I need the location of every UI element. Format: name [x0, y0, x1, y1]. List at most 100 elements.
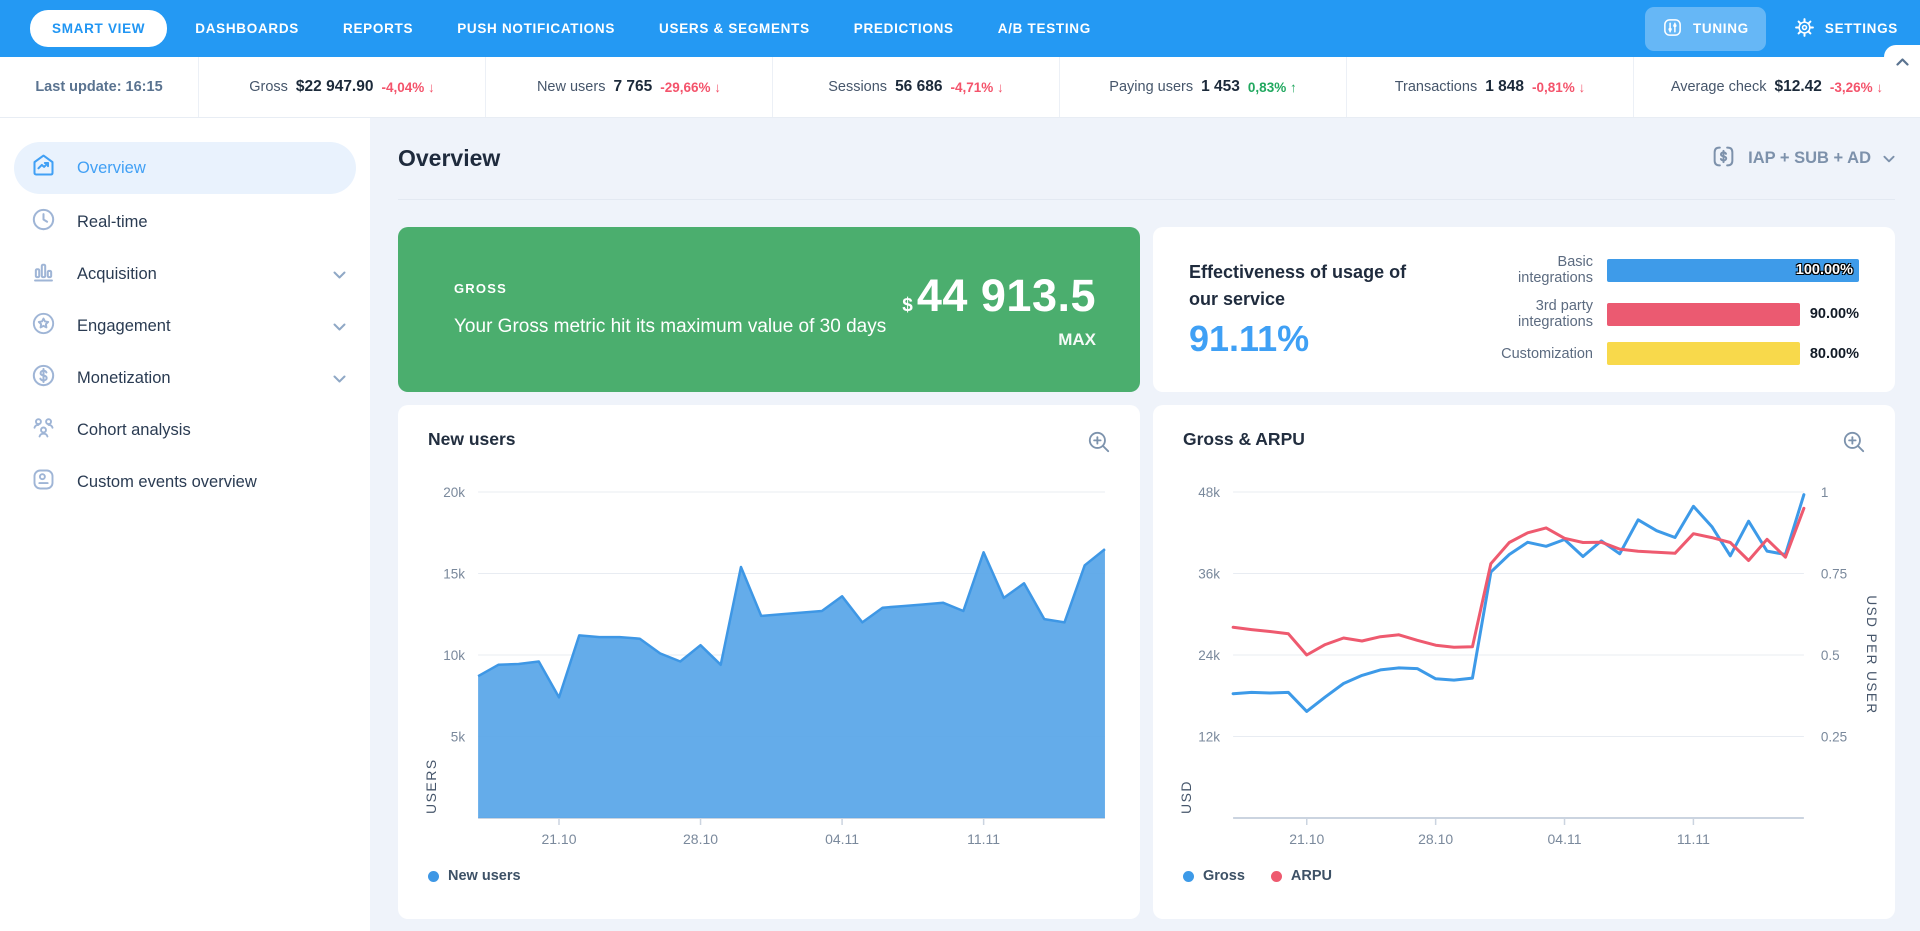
- sidebar-item-real-time[interactable]: Real-time: [0, 196, 370, 248]
- stat-label: Gross: [249, 79, 288, 95]
- chevron-down-icon: [1883, 149, 1895, 168]
- tab-smart-view[interactable]: SMART VIEW: [30, 10, 167, 47]
- effectiveness-percent: 91.11%: [1189, 318, 1467, 360]
- star-circle-icon: [30, 310, 57, 342]
- zoom-in-icon[interactable]: [1841, 429, 1867, 460]
- chevron-down-icon[interactable]: [333, 265, 346, 284]
- gross-highlight-card: GROSS Your Gross metric hit its maximum …: [398, 227, 1140, 392]
- legend-dot: [1271, 871, 1282, 882]
- zoom-in-icon[interactable]: [1086, 429, 1112, 460]
- sidebar-item-engagement[interactable]: Engagement: [0, 300, 370, 352]
- sidebar-item-monetization[interactable]: Monetization: [0, 352, 370, 404]
- bar-label: Basic integrations: [1495, 254, 1607, 286]
- tab-push-notifications[interactable]: PUSH NOTIFICATIONS: [457, 21, 615, 36]
- new-users-chart-card: New users 20k15k10k5k21.1028.1004.1111.1…: [398, 405, 1140, 919]
- revenue-filter-label: IAP + SUB + AD: [1748, 149, 1871, 168]
- effectiveness-title-line1: Effectiveness of usage of: [1189, 259, 1467, 285]
- effectiveness-card: Effectiveness of usage of our service 91…: [1153, 227, 1895, 392]
- stat-value: 56 686: [895, 78, 942, 96]
- svg-text:1: 1: [1821, 485, 1829, 500]
- sidebar: Overview Real-time Acquisition: [0, 118, 370, 931]
- dollar-circle-icon: [30, 362, 57, 394]
- sidebar-item-label: Custom events overview: [77, 473, 257, 492]
- bar-fill: [1607, 342, 1800, 365]
- svg-text:24k: 24k: [1198, 648, 1220, 663]
- legend-item-arpu[interactable]: ARPU: [1271, 868, 1332, 884]
- stat-value: 1 848: [1485, 78, 1524, 96]
- stat-value: $12.42: [1774, 78, 1821, 96]
- stat-label: New users: [537, 79, 606, 95]
- stat-delta: -3,26% ↓: [1830, 80, 1883, 95]
- tab-ab-testing[interactable]: A/B TESTING: [998, 21, 1091, 36]
- bar-label: 3rd party integrations: [1495, 298, 1607, 330]
- svg-text:04.11: 04.11: [825, 831, 859, 847]
- stat-sessions: Sessions 56 686 -4,71% ↓: [772, 57, 1059, 117]
- stat-value: $22 947.90: [296, 78, 374, 96]
- highlight-message: Your Gross metric hit its maximum value …: [454, 316, 886, 338]
- svg-text:28.10: 28.10: [1418, 831, 1453, 847]
- highlight-value: 44 913.5: [917, 270, 1096, 321]
- bar-value: 100.00%: [1796, 262, 1853, 278]
- bar-value: 90.00%: [1810, 306, 1859, 322]
- settings-button[interactable]: SETTINGS: [1794, 17, 1898, 41]
- bar-track: 80.00%: [1607, 342, 1859, 365]
- overview-home-trend-icon: [30, 152, 57, 184]
- svg-text:0.25: 0.25: [1821, 730, 1847, 745]
- stat-delta: -29,66% ↓: [660, 80, 721, 95]
- settings-label: SETTINGS: [1825, 21, 1898, 36]
- sidebar-item-overview[interactable]: Overview: [14, 142, 356, 194]
- chevron-down-icon[interactable]: [333, 317, 346, 336]
- chart-title: New users: [428, 429, 516, 450]
- stat-delta: -0,81% ↓: [1532, 80, 1585, 95]
- svg-text:10k: 10k: [443, 648, 465, 663]
- svg-text:11.11: 11.11: [967, 831, 1000, 847]
- svg-text:20k: 20k: [443, 485, 465, 500]
- chevron-up-icon: [1896, 53, 1909, 71]
- tab-dashboards[interactable]: DASHBOARDS: [195, 21, 299, 36]
- sliders-icon: [1662, 17, 1683, 41]
- stat-label: Sessions: [828, 79, 887, 95]
- chevron-down-icon[interactable]: [333, 369, 346, 388]
- stat-delta: -4,04% ↓: [381, 80, 434, 95]
- tab-reports[interactable]: REPORTS: [343, 21, 413, 36]
- sidebar-item-label: Monetization: [77, 369, 171, 388]
- sidebar-item-acquisition[interactable]: Acquisition: [0, 248, 370, 300]
- stat-new-users: New users 7 765 -29,66% ↓: [485, 57, 772, 117]
- stat-gross: Gross $22 947.90 -4,04% ↓: [198, 57, 485, 117]
- scroll-to-top-button[interactable]: [1884, 45, 1920, 79]
- bar-chart-icon: [30, 258, 57, 290]
- tab-predictions[interactable]: PREDICTIONS: [854, 21, 954, 36]
- stat-label: Paying users: [1109, 79, 1193, 95]
- stat-delta: -4,71% ↓: [950, 80, 1003, 95]
- people-group-icon: [30, 414, 57, 446]
- gross-arpu-chart-card: Gross & ARPU 48k136k0.7524k0.512k0.2521.…: [1153, 405, 1895, 919]
- legend-item-new-users[interactable]: New users: [428, 868, 521, 884]
- svg-text:21.10: 21.10: [541, 831, 576, 847]
- stat-delta: 0,83% ↑: [1248, 80, 1297, 95]
- legend-dot: [1183, 871, 1194, 882]
- revenue-type-filter[interactable]: IAP + SUB + AD: [1711, 144, 1895, 174]
- event-card-icon: [30, 466, 57, 498]
- currency-symbol: $: [902, 295, 913, 316]
- sidebar-item-label: Cohort analysis: [77, 421, 191, 440]
- tab-users-segments[interactable]: USERS & SEGMENTS: [659, 21, 810, 36]
- sidebar-item-custom-events-overview[interactable]: Custom events overview: [0, 456, 370, 508]
- bar-label: Customization: [1495, 346, 1607, 362]
- top-nav: SMART VIEW DASHBOARDS REPORTS PUSH NOTIF…: [0, 0, 1920, 57]
- chart-title: Gross & ARPU: [1183, 429, 1305, 450]
- sidebar-item-label: Overview: [77, 159, 146, 178]
- legend-label: New users: [448, 868, 521, 884]
- svg-text:0.5: 0.5: [1821, 648, 1840, 663]
- svg-text:12k: 12k: [1198, 730, 1220, 745]
- tuning-button[interactable]: TUNING: [1645, 7, 1766, 51]
- stat-value: 7 765: [613, 78, 652, 96]
- page-title: Overview: [398, 145, 500, 172]
- svg-text:15k: 15k: [443, 567, 465, 582]
- legend-item-gross[interactable]: Gross: [1183, 868, 1245, 884]
- stat-transactions: Transactions 1 848 -0,81% ↓: [1346, 57, 1633, 117]
- legend-label: ARPU: [1291, 868, 1332, 884]
- sidebar-item-cohort-analysis[interactable]: Cohort analysis: [0, 404, 370, 456]
- svg-text:04.11: 04.11: [1548, 831, 1582, 847]
- bar-fill: [1607, 303, 1800, 326]
- highlight-metric-label: GROSS: [454, 281, 886, 296]
